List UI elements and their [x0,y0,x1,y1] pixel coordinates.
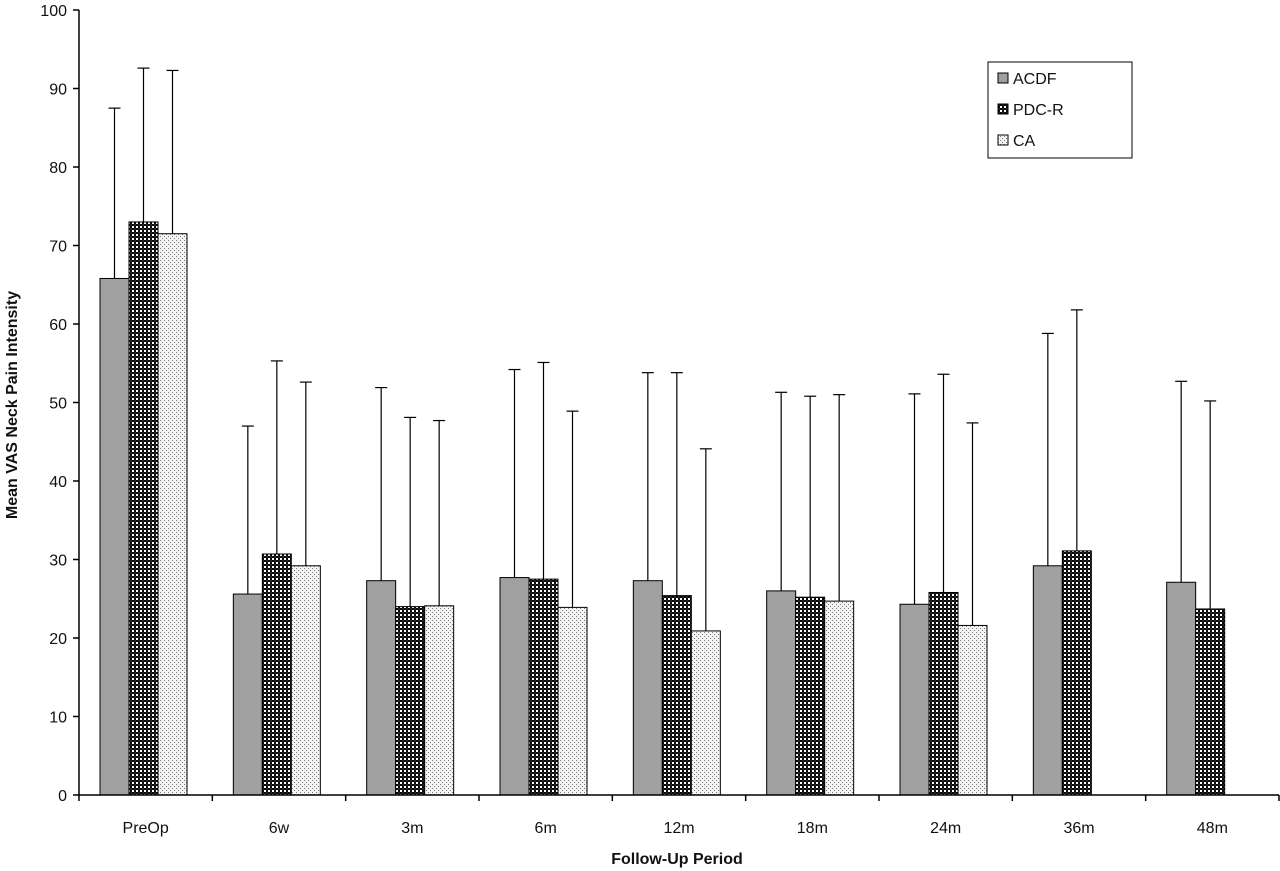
bar-pdc-r-preop [128,221,159,796]
y-tick-label: 50 [49,396,67,413]
legend-item-pdc-r: PDC-R [997,102,1064,119]
bars-layer [99,221,1226,796]
bar-pdc-r-18m [795,596,826,796]
y-tick-label: 20 [49,631,67,648]
legend-swatch-pdc-r [997,103,1009,115]
x-ticks: PreOp 6w 3m 6m 12m 18m 24m 36m 48m [78,795,1280,837]
bar-acdf-6w [232,593,263,796]
x-tick-label-6w: 6w [269,820,290,837]
bar-ca-6m [557,606,588,796]
x-tick-label-preop: PreOp [123,820,169,837]
bar-ca-3m [424,605,455,796]
legend-label-acdf: ACDF [1013,71,1057,88]
legend-item-ca: CA [997,133,1036,150]
bar-acdf-12m [632,580,663,796]
bar-acdf-3m [366,580,397,796]
bar-ca-18m [824,600,855,796]
x-tick-label-36m: 36m [1063,820,1094,837]
x-tick-label-3m: 3m [401,820,423,837]
x-tick-label-24m: 24m [930,820,961,837]
x-axis-title: Follow-Up Period [611,851,743,868]
bar-ca-preop [157,233,188,796]
y-tick-label: 90 [49,82,67,99]
y-axis-title: Mean VAS Neck Pain Intensity [4,291,21,519]
bar-acdf-18m [766,590,797,796]
bar-pdc-r-6m [528,578,559,796]
bar-ca-24m [957,624,988,796]
bar-acdf-preop [99,277,130,796]
y-ticks: 0 10 20 30 40 50 60 70 80 90 100 [40,3,79,805]
y-tick-label: 40 [49,474,67,491]
legend-box [987,61,1133,159]
y-tick-label: 10 [49,710,67,727]
x-tick-label-6m: 6m [535,820,557,837]
legend-item-acdf: ACDF [997,71,1057,88]
bar-pdc-r-12m [661,595,692,796]
bar-pdc-r-3m [395,606,426,796]
bar-ca-6w [290,565,321,796]
x-tick-label-18m: 18m [797,820,828,837]
x-tick-label-48m: 48m [1197,820,1228,837]
bar-pdc-r-24m [928,591,959,796]
y-tick-label: 30 [49,553,67,570]
bar-acdf-48m [1166,581,1197,796]
y-tick-label: 100 [40,3,67,20]
bar-acdf-6m [499,577,530,796]
legend-swatch-acdf [997,72,1009,84]
x-tick-label-12m: 12m [663,820,694,837]
y-tick-label: 80 [49,160,67,177]
legend: ACDF PDC-R CA [987,61,1133,159]
bar-ca-12m [690,630,721,796]
bar-pdc-r-6w [261,553,292,796]
bar-acdf-36m [1032,565,1063,796]
y-tick-label: 0 [58,788,67,805]
legend-label-ca: CA [1013,133,1036,150]
bar-pdc-r-36m [1061,550,1092,796]
bar-acdf-24m [899,603,930,796]
error-bars-layer [108,67,1217,631]
legend-items: ACDF PDC-R CA [997,71,1064,150]
y-tick-label: 70 [49,239,67,256]
bar-pdc-r-48m [1195,608,1226,796]
legend-label-pdc-r: PDC-R [1013,102,1064,119]
legend-swatch-ca [997,134,1009,146]
y-tick-label: 60 [49,317,67,334]
